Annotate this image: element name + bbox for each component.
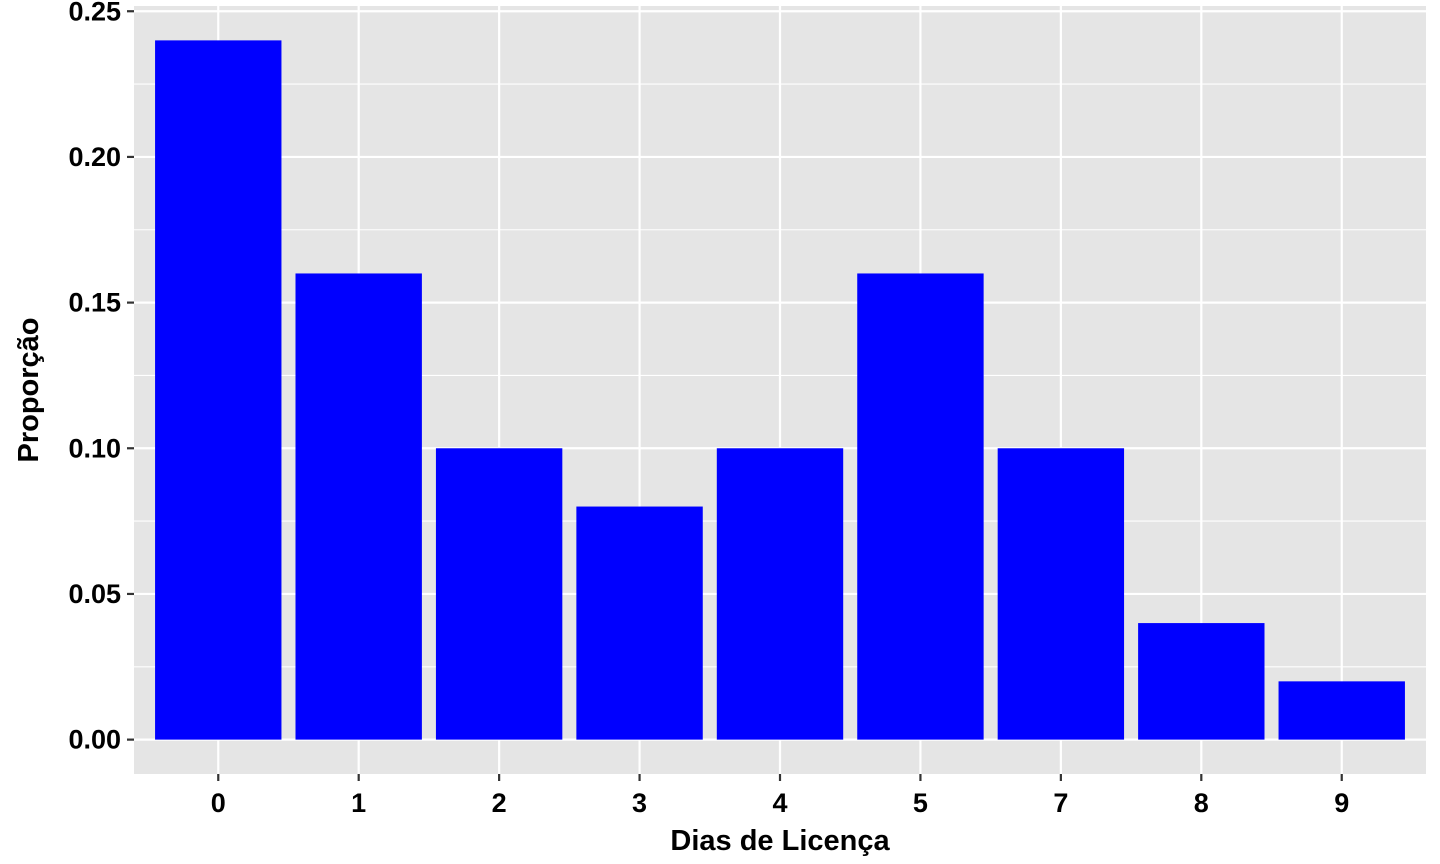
bar-7 bbox=[997, 448, 1125, 740]
bar-0 bbox=[155, 40, 282, 740]
bar-5 bbox=[857, 273, 984, 740]
y-tick-label: 0.05 bbox=[68, 579, 121, 609]
bars bbox=[155, 40, 1405, 740]
y-tick-label: 0.20 bbox=[68, 142, 121, 172]
x-tick-label: 5 bbox=[913, 788, 928, 818]
x-axis-title: Dias de Licença bbox=[670, 825, 890, 857]
bar-3 bbox=[576, 506, 703, 740]
x-tick-label: 8 bbox=[1194, 788, 1209, 818]
x-tick-label: 9 bbox=[1334, 788, 1349, 818]
x-tick-label: 0 bbox=[211, 788, 226, 818]
y-axis: 0.00 0.05 0.10 0.15 0.20 0.25 bbox=[68, 0, 134, 755]
bar-8 bbox=[1138, 623, 1265, 740]
y-tick-label: 0.15 bbox=[68, 288, 121, 318]
bar-1 bbox=[295, 273, 422, 740]
bar-2 bbox=[435, 448, 563, 740]
y-axis-title: Proporção bbox=[13, 317, 45, 462]
x-axis: 0 1 2 3 4 5 7 8 9 bbox=[211, 774, 1349, 818]
y-tick-label: 0.00 bbox=[68, 725, 121, 755]
x-tick-label: 2 bbox=[492, 788, 507, 818]
y-tick-label: 0.25 bbox=[68, 0, 121, 26]
bar-9 bbox=[1278, 681, 1405, 740]
x-tick-label: 7 bbox=[1053, 788, 1068, 818]
x-tick-label: 4 bbox=[772, 788, 787, 818]
y-tick-label: 0.10 bbox=[68, 433, 121, 463]
x-tick-label: 1 bbox=[351, 788, 366, 818]
bar-4 bbox=[716, 448, 844, 740]
x-tick-label: 3 bbox=[632, 788, 647, 818]
